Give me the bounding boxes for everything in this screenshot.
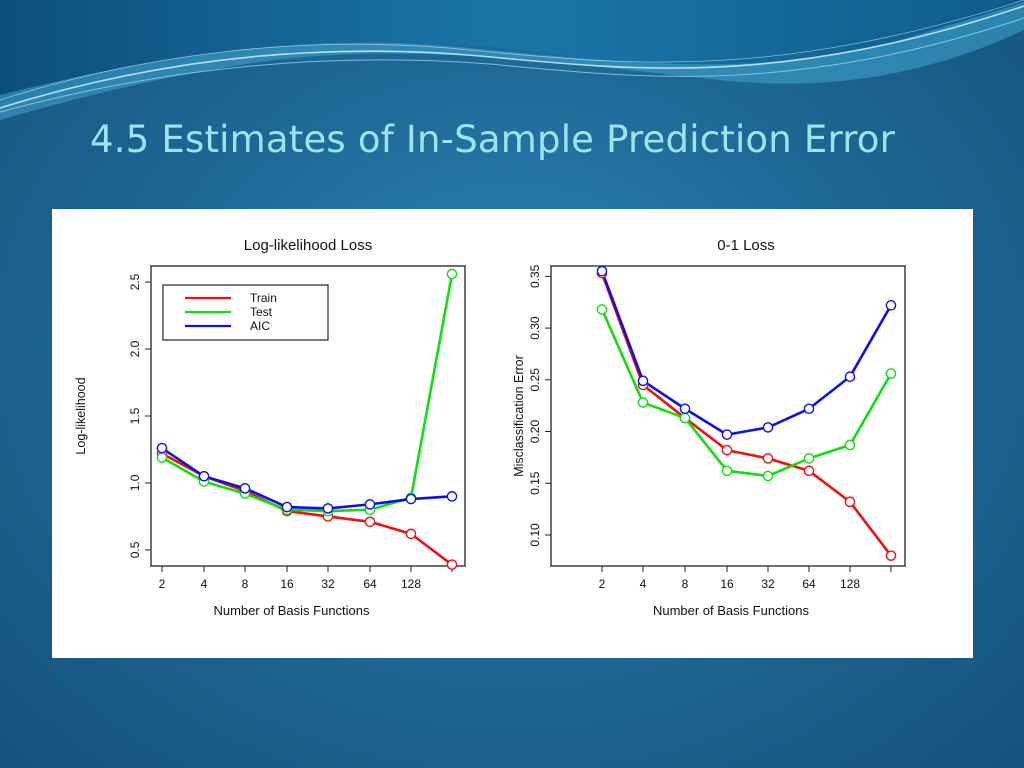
data-point-train (405, 528, 417, 540)
y-tick-label: 0.30 (528, 316, 542, 340)
legend-label-test: Test (250, 305, 273, 319)
x-tick-label: 8 (242, 577, 249, 591)
data-point-test (844, 439, 856, 451)
data-point-test (446, 268, 458, 280)
x-tick-label: 8 (682, 577, 689, 591)
data-point-aic (679, 403, 691, 415)
x-tick-label: 4 (201, 577, 208, 591)
x-tick-label: 64 (802, 577, 816, 591)
data-point-aic (322, 503, 334, 514)
data-point-train (885, 550, 897, 561)
x-tick-label: 16 (280, 577, 294, 591)
series-line-train (600, 272, 893, 557)
slide-title: 4.5 Estimates of In-Sample Prediction Er… (90, 118, 896, 161)
y-tick-label: 0.20 (528, 420, 542, 444)
data-point-test (679, 412, 691, 424)
y-tick-label: 0.10 (528, 523, 542, 547)
y-tick-label: 0.25 (528, 368, 542, 392)
y-tick-label: 0.15 (528, 471, 542, 495)
x-axis-label: Number of Basis Functions (653, 603, 810, 618)
y-tick-label: 2.5 (128, 273, 142, 290)
data-point-aic (885, 300, 897, 311)
y-tick-label: 0.35 (528, 264, 542, 288)
y-axis-label: Misclassification Error (512, 355, 526, 477)
data-point-aic (405, 493, 417, 505)
data-point-train (364, 516, 376, 528)
x-tick-label: 64 (363, 577, 377, 591)
x-tick-label: 128 (840, 577, 860, 591)
data-point-train (803, 465, 815, 477)
data-point-test (885, 368, 897, 379)
x-axis-label: Number of Basis Functions (213, 603, 370, 618)
y-tick-label: 1.5 (128, 407, 142, 424)
data-point-aic (198, 470, 210, 482)
decorative-waves (0, 0, 1024, 120)
plots-canvas: Log-likelihood Loss 2 4 8 16 32 64 128 Number of… (74, 237, 906, 618)
legend-label-train: Train (250, 291, 277, 305)
x-tick-label: 4 (640, 577, 647, 591)
chart-2: 0-1 Loss 2 4 8 16 32 64 128 Number of Basis Func… (512, 237, 906, 618)
series-line-aic (161, 447, 453, 510)
data-point-aic (364, 499, 376, 510)
data-point-test (762, 470, 774, 482)
data-point-train (844, 496, 856, 508)
data-point-test (803, 453, 815, 464)
data-point-aic (844, 371, 856, 382)
data-point-aic (803, 403, 815, 415)
data-point-aic (281, 501, 293, 513)
data-point-aic (156, 442, 168, 454)
data-point-aic (637, 375, 649, 387)
plot-frame (550, 265, 906, 567)
data-point-aic (596, 265, 608, 277)
series-line-aic (600, 270, 893, 436)
data-point-aic (721, 429, 733, 440)
data-point-aic (762, 422, 774, 433)
x-tick-label: 2 (599, 577, 606, 591)
x-tick-label: 32 (321, 577, 335, 591)
data-point-test (637, 397, 649, 408)
data-point-test (721, 465, 733, 477)
data-point-aic (446, 491, 458, 502)
y-tick-label: 2.0 (128, 340, 142, 357)
x-tick-label: 128 (401, 577, 421, 591)
data-point-train (721, 444, 733, 456)
chart-title: Log-likelihood Loss (244, 237, 372, 254)
x-tick-label: 2 (159, 577, 166, 591)
y-tick-label: 1.0 (128, 474, 142, 491)
x-tick-label: 32 (761, 577, 775, 591)
y-axis-label: Log-likelihood (74, 377, 88, 454)
x-tick-label: 16 (720, 577, 734, 591)
data-point-test (596, 304, 608, 315)
data-point-test (156, 452, 168, 463)
chart-title: 0-1 Loss (717, 237, 775, 254)
data-point-train (762, 453, 774, 464)
figure-panel: Log-likelihood Loss 2 4 8 16 32 64 128 Number of… (52, 209, 973, 658)
y-tick-label: 0.5 (128, 541, 142, 558)
series-line-test (600, 308, 893, 478)
series-line-train (161, 452, 453, 566)
legend-label-aic: AIC (250, 319, 270, 333)
data-point-aic (239, 483, 251, 494)
chart-1: Log-likelihood Loss 2 4 8 16 32 64 128 Number of… (74, 237, 466, 618)
data-point-train (446, 559, 458, 570)
